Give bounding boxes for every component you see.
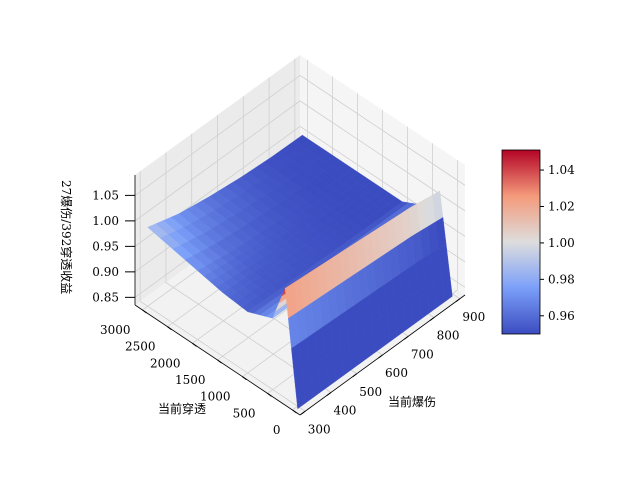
y-tick	[267, 392, 272, 397]
x-tick	[378, 354, 383, 359]
y-tick-label: 1000	[200, 390, 231, 404]
surface-facet	[294, 372, 306, 410]
y-tick	[167, 326, 172, 331]
gridline	[299, 75, 466, 186]
colorbar-tick-label: 1.00	[548, 236, 575, 250]
x-tick-label: 900	[462, 310, 485, 324]
z-tick-label: 0.95	[92, 239, 119, 253]
x-tick	[455, 298, 461, 303]
z-tick-label: 0.85	[92, 290, 119, 304]
x-tick	[352, 373, 358, 378]
z-tick-label: 0.90	[92, 265, 119, 279]
y-tick-label: 2000	[150, 356, 181, 370]
x-tick	[403, 335, 409, 340]
tick-labels: 3004005006007008009000500100015002000250…	[92, 188, 485, 437]
colorbar-tick-label: 1.02	[548, 199, 575, 213]
x-tick	[326, 392, 332, 396]
x-tick-label: 400	[333, 404, 356, 418]
colorbar-gradient	[501, 149, 541, 335]
y-tick	[192, 342, 197, 347]
y-tick	[142, 309, 147, 314]
z-tick-label: 1.00	[92, 214, 119, 228]
x-tick	[300, 410, 306, 415]
x-tick-label: 500	[359, 385, 382, 399]
x-tick-label: 600	[385, 366, 408, 380]
x-tick-label: 800	[437, 329, 460, 343]
x-tick-label: 700	[411, 347, 434, 361]
y-tick-label: 0	[273, 423, 281, 437]
gridline	[134, 100, 301, 222]
axes-lines	[125, 175, 466, 416]
surface	[147, 134, 453, 410]
y-tick-label: 500	[233, 406, 256, 420]
z-tick-label: 1.05	[92, 188, 119, 202]
x-axis-label: 当前爆伤	[388, 394, 436, 409]
y-tick-label: 2500	[125, 340, 156, 354]
y-tick	[217, 359, 222, 364]
y-tick	[242, 376, 247, 381]
colorbar-tick-label: 1.04	[548, 163, 575, 177]
y-axis-label: 当前穿透	[158, 401, 206, 416]
gridline	[134, 75, 301, 196]
x-tick	[429, 317, 435, 321]
colorbar-tick-label: 0.98	[548, 272, 575, 286]
y-tick-label: 1500	[175, 373, 206, 387]
z-axis-label: 27爆伤/392穿透收益	[59, 180, 74, 294]
y-tick	[292, 409, 297, 414]
x-tick-label: 300	[308, 422, 331, 436]
y-tick-label: 3000	[100, 323, 131, 337]
colorbar: 0.96 0.98 1.00 1.02 1.04	[501, 149, 575, 335]
colorbar-tick-label: 0.96	[548, 309, 575, 323]
